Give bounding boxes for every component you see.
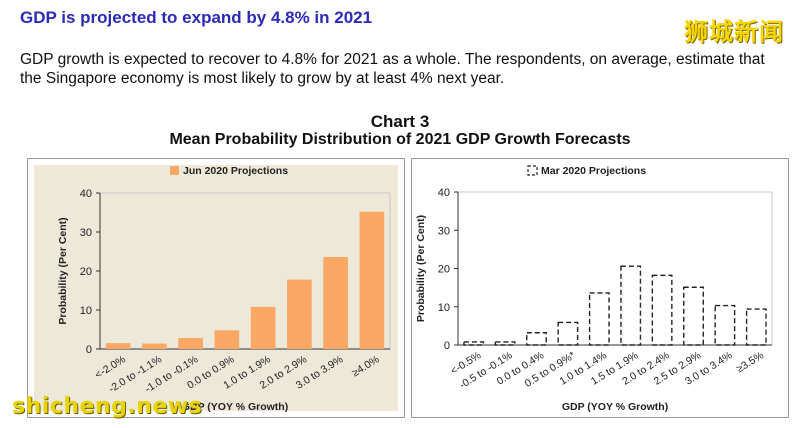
y-tick-label: 20 (438, 264, 450, 276)
chart-panel-mar: 0 10 20 30 40 Probability (Per Cent) Mar 2020 … (411, 158, 789, 418)
bar (323, 256, 348, 349)
bar (557, 321, 579, 346)
legend-label: Jun 2020 Projections (183, 165, 288, 177)
x-tick-label: ≥3.5% (734, 349, 766, 375)
y-axis-label: Probability (Per Cent) (57, 217, 69, 324)
legend-label: Mar 2020 Projections (541, 165, 646, 177)
x-axis-label: GDP (YOY % Growth) (182, 401, 288, 413)
chart-panel-jun: 0 10 20 30 40 Probability (Per Cent) Jun 2020 … (27, 158, 405, 418)
bar (526, 332, 547, 346)
bar (250, 306, 276, 349)
bar (620, 265, 642, 346)
legend-swatch (170, 166, 179, 175)
chart-mar-2020: 0 10 20 30 40 Probability (Per Cent) Mar 2020 … (415, 165, 773, 413)
y-tick-label: 40 (80, 188, 92, 200)
plot-area (457, 191, 773, 346)
y-tick-label: 40 (438, 187, 450, 199)
bar (683, 286, 704, 346)
chart-jun-2020: 0 10 20 30 40 Probability (Per Cent) Jun 2020 … (34, 165, 398, 413)
bar (714, 304, 736, 346)
bar (214, 330, 240, 349)
y-tick-label: 20 (80, 266, 92, 278)
bar (178, 338, 203, 349)
y-tick-label: 30 (438, 225, 450, 237)
bar (105, 343, 131, 349)
watermark-chinese: 狮城新闻 (684, 18, 784, 46)
bar (463, 341, 485, 346)
x-axis-label: GDP (YOY % Growth) (562, 401, 668, 413)
legend-swatch (527, 165, 538, 176)
chart-number: Chart 3 (370, 112, 430, 131)
bar (745, 308, 767, 346)
y-tick-label: 30 (80, 227, 92, 239)
bar (142, 343, 167, 349)
bar (651, 274, 673, 346)
y-axis-label: Probability (Per Cent) (415, 215, 427, 322)
chart-title: Mean Probability Distribution of 2021 GD… (169, 131, 631, 148)
y-tick-label: 10 (438, 302, 450, 314)
body-paragraph: GDP growth is expected to recover to 4.8… (20, 51, 765, 87)
y-tick-label: 0 (444, 340, 450, 352)
y-tick-label: 10 (80, 305, 92, 317)
bar (588, 292, 610, 346)
section-heading: GDP is projected to expand by 4.8% in 20… (20, 8, 373, 27)
bar (494, 341, 516, 346)
bar (287, 279, 312, 349)
watermark-english: shicheng.news (12, 394, 203, 419)
y-tick-label: 0 (86, 344, 92, 356)
bar (359, 211, 385, 349)
